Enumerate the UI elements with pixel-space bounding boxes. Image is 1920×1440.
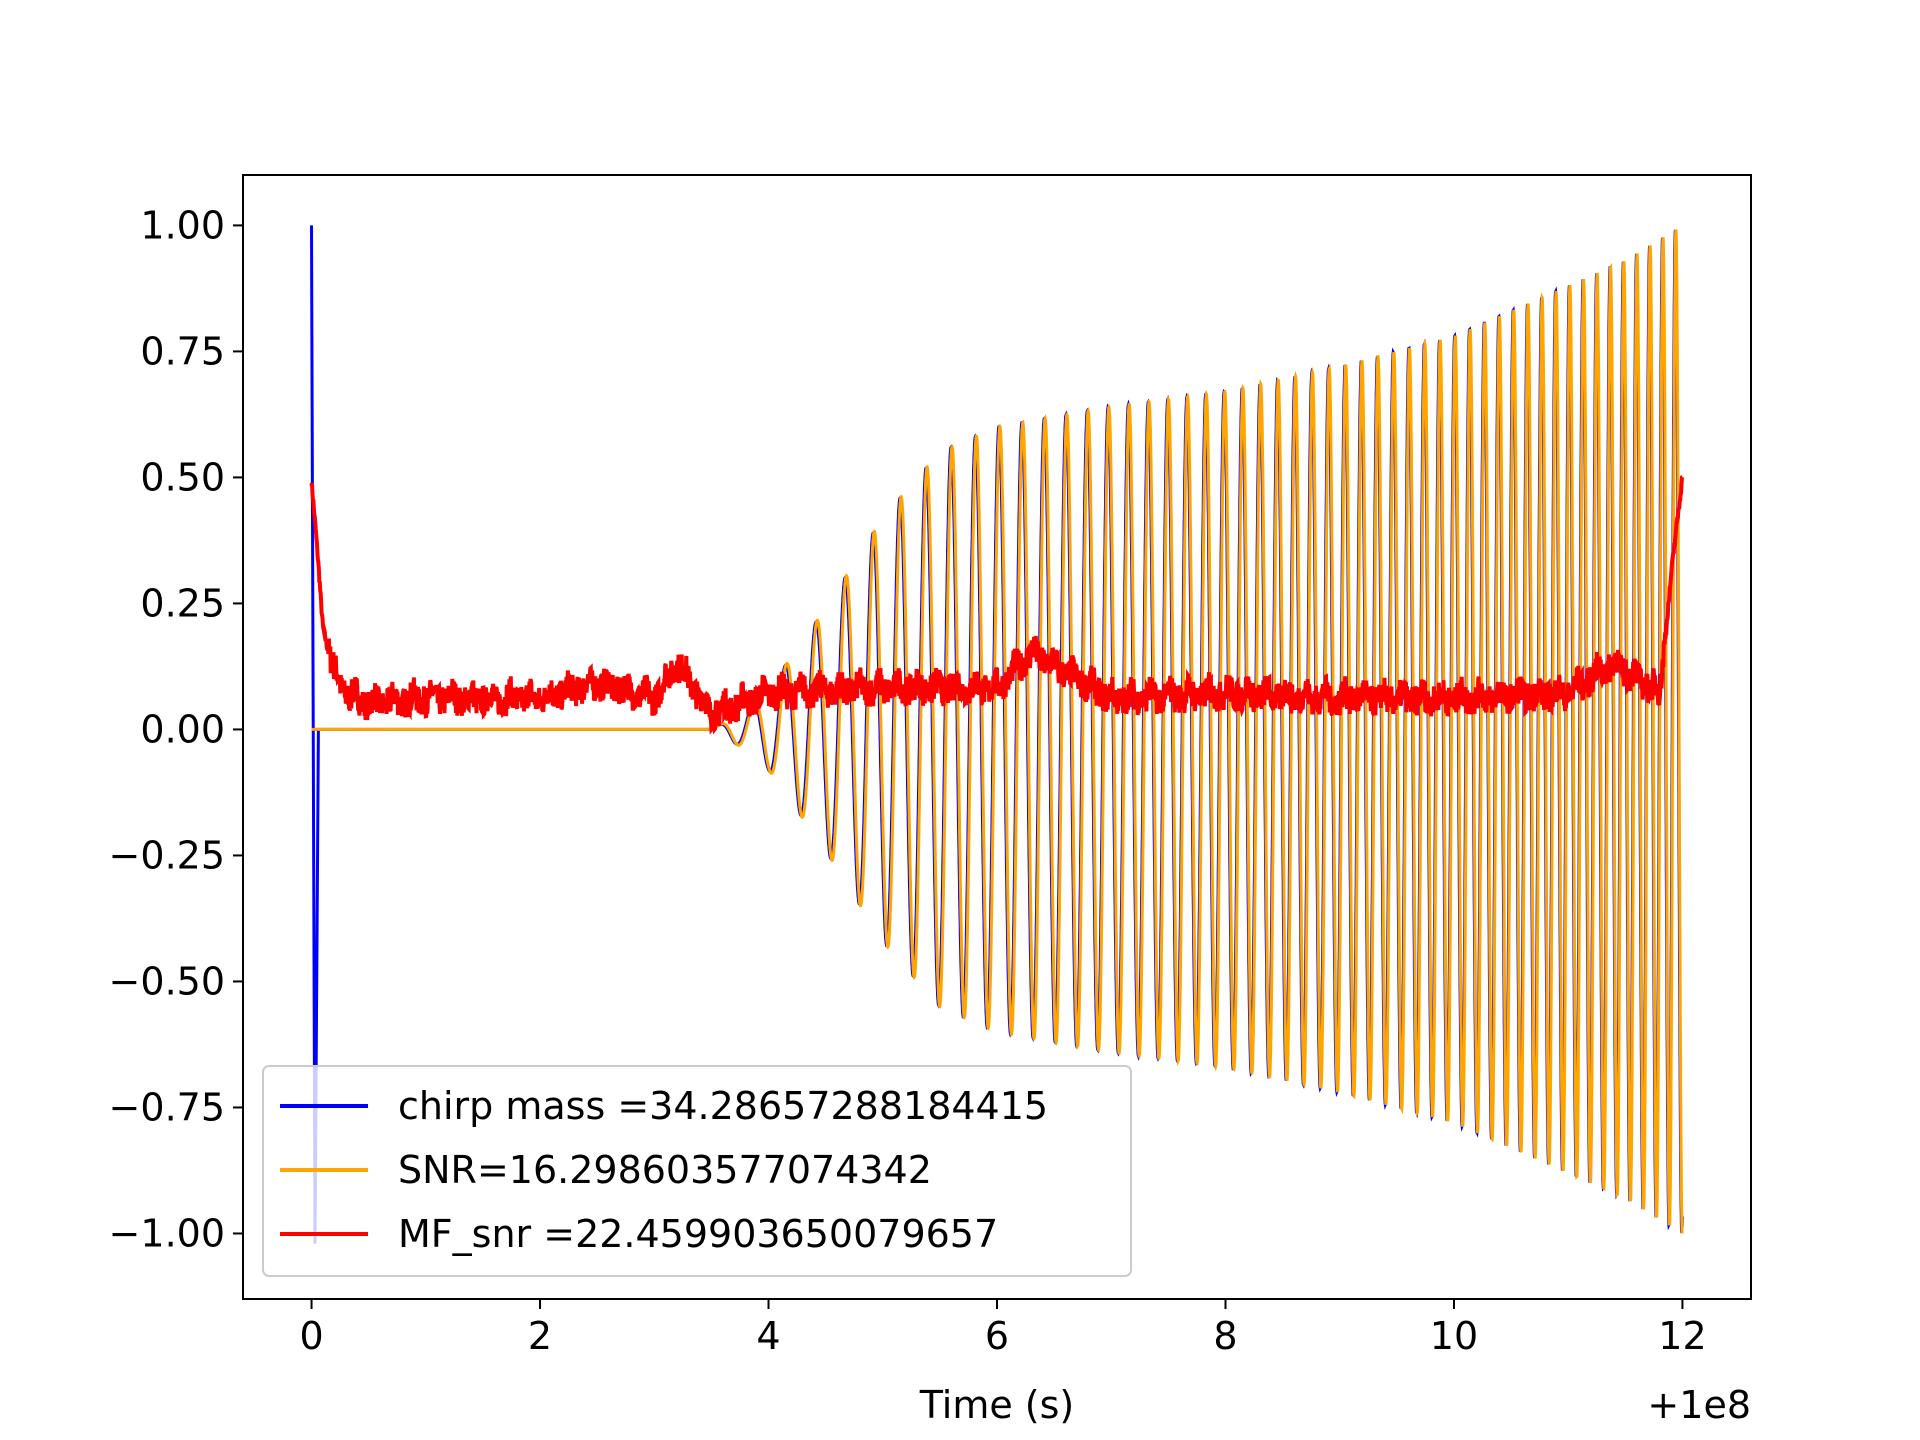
- series-line-mf-snr: [309, 475, 1684, 735]
- y-tick-label: 0.25: [140, 581, 225, 625]
- x-tick-label: 10: [1430, 1314, 1478, 1358]
- x-axis: 0 2 4 6 8 10 12: [299, 1299, 1707, 1358]
- y-tick-label: 1.00: [140, 203, 225, 247]
- series-layer: [309, 225, 1684, 1244]
- y-tick-label: −1.00: [109, 1211, 225, 1255]
- y-tick-label: 0.00: [140, 707, 225, 751]
- y-tick-label: 0.75: [140, 329, 225, 373]
- x-tick-label: 8: [1213, 1314, 1237, 1358]
- x-tick-label: 2: [528, 1314, 552, 1358]
- x-tick-label: 0: [299, 1314, 323, 1358]
- legend-label: SNR=16.298603577074342: [398, 1148, 932, 1192]
- series-line-snr: [311, 229, 1684, 1234]
- legend-label: MF_snr =22.459903650079657: [398, 1212, 998, 1256]
- x-offset-label: +1e8: [1647, 1383, 1751, 1427]
- x-axis-label: Time (s): [919, 1383, 1075, 1427]
- y-tick-label: −0.25: [109, 833, 225, 877]
- y-tick-label: −0.50: [109, 959, 225, 1003]
- legend: chirp mass =34.28657288184415 SNR=16.2986…: [262, 1065, 1132, 1277]
- legend-label: chirp mass =34.28657288184415: [398, 1084, 1048, 1128]
- y-tick-label: 0.50: [140, 455, 225, 499]
- legend-box: [262, 1065, 1132, 1277]
- x-tick-label: 6: [985, 1314, 1009, 1358]
- y-tick-label: −0.75: [109, 1085, 225, 1129]
- x-tick-label: 4: [756, 1314, 780, 1358]
- x-tick-label: 12: [1658, 1314, 1706, 1358]
- y-axis: 1.00 0.75 0.50 0.25 0.00 −0.25 −0.50 −0.75 −1.00: [109, 203, 243, 1255]
